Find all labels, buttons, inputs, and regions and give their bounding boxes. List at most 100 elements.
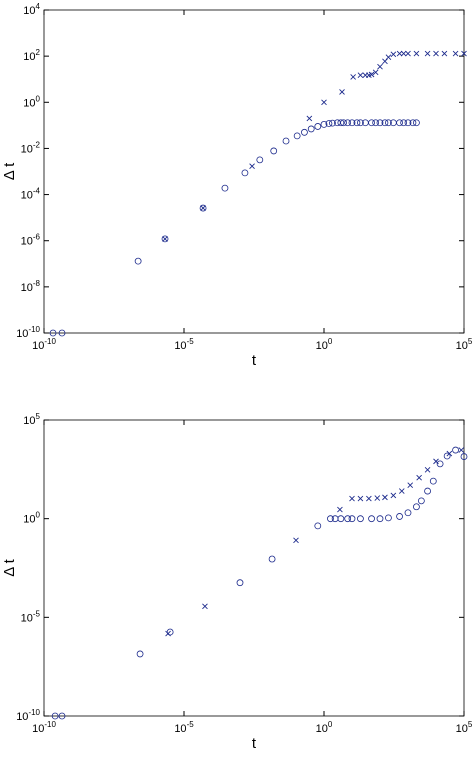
cross-point [368,71,375,78]
circle-point [282,137,290,145]
circle-point [409,119,417,127]
cross-stroke [441,50,448,57]
circle-point [400,119,408,127]
circle-point [293,132,301,140]
cross-stroke [377,63,383,70]
tick-base: 10 [16,328,28,340]
circle-point [436,460,444,468]
circle-point [329,119,336,127]
cross-stroke [349,495,355,502]
cross-point [321,99,327,106]
tick-base: 10 [23,97,35,109]
cross-stroke [321,99,327,106]
circle-point [256,156,264,164]
cross-stroke [405,50,411,57]
circle-point [429,477,437,485]
circle-point [337,119,345,127]
cross-stroke [390,51,397,58]
tick-base: 10 [174,723,186,735]
cross-stroke [416,474,422,481]
circle-point [376,119,384,127]
tick-label: 10-8 [21,279,41,294]
circle-point [452,446,459,454]
tick-exponent: -4 [33,187,41,196]
cross-point [372,69,379,76]
circle-point [51,712,59,720]
tick-base: 10 [21,612,33,624]
tick-label: 10-5 [174,337,194,352]
cross-point [458,447,465,453]
circle-point [270,147,278,155]
cross-point [385,54,392,61]
circle-point [413,503,420,511]
y-axis-label: Δ t [1,558,18,576]
tick-base: 10 [316,723,328,735]
circle-point [221,184,229,192]
circle-point [385,119,392,127]
tick-base: 10 [32,340,44,352]
cross-point [293,537,299,544]
cross-stroke [200,205,206,211]
circle-point [314,123,322,130]
cross-point [349,495,355,502]
circle-point [337,515,345,523]
circle-point [161,235,169,243]
tick-exponent: 2 [36,48,41,57]
circle-point [344,515,352,523]
cross-stroke [374,495,381,501]
circle-point [404,119,412,127]
circle-point [327,515,334,523]
tick-exponent: -6 [33,233,41,242]
cross-stroke [293,537,299,544]
cross-stroke [339,89,345,95]
tick-exponent: 0 [36,511,41,520]
cross-point [165,630,171,637]
cross-point [433,50,439,57]
tick-label: 10-2 [21,140,41,155]
cross-stroke [452,50,459,57]
tick-exponent: -10 [44,337,56,346]
circle-point [381,119,389,127]
tick-label: 105 [23,412,40,427]
circle-point [353,119,361,127]
cross-stroke [413,50,420,57]
cross-point [416,474,422,481]
cross-point [337,506,343,513]
tick-base: 10 [456,340,468,352]
cross-point [374,495,381,501]
circle-point [348,119,356,127]
circle-point [344,119,352,127]
cross-stroke [407,482,414,488]
cross-point [390,492,397,499]
cross-point [306,115,313,122]
tick-exponent: 5 [468,337,473,346]
cross-stroke [390,492,397,499]
circle-point [357,119,364,127]
cross-stroke [400,50,407,57]
circle-point [58,712,66,720]
cross-point [446,450,453,457]
tick-base: 10 [21,143,33,155]
cross-point [407,482,414,488]
circle-point [443,452,451,460]
tick-base: 10 [16,711,28,723]
tick-exponent: 5 [36,412,41,421]
tick-label: 104 [23,2,40,17]
tick-base: 10 [21,236,33,248]
cross-point [424,50,431,57]
cross-stroke [357,72,364,78]
tick-base: 10 [23,5,35,17]
cross-point [357,495,364,502]
cross-stroke [350,74,356,80]
tick-base: 10 [23,51,35,63]
circle-point [368,515,375,523]
tick-base: 10 [316,340,328,352]
y-axis-label: Δ t [1,162,18,180]
cross-point [377,63,383,70]
tick-label: 10-5 [21,609,41,624]
cross-stroke [202,603,208,610]
cross-point [382,494,388,501]
tick-label: 102 [23,48,40,63]
circle-point [385,514,392,522]
